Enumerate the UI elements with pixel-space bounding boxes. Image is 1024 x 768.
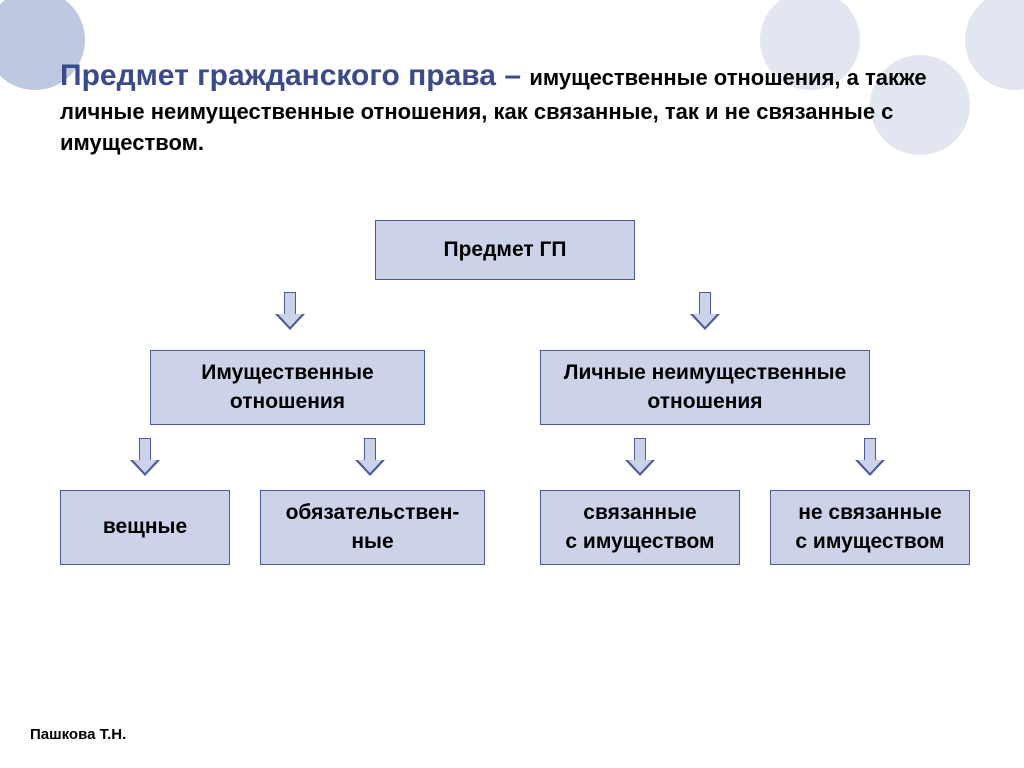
bg-circle-small-3 (965, 0, 1024, 90)
slide-footer: Пашкова Т.Н. (30, 726, 126, 743)
tree-node-unrel: не связанные с имуществом (770, 490, 970, 565)
tree-arrow (125, 438, 165, 478)
tree-node-prop: Имущественные отношения (150, 350, 425, 425)
tree-arrow (270, 292, 310, 332)
tree-node-real: вещные (60, 490, 230, 565)
tree-arrow (685, 292, 725, 332)
tree-arrow (620, 438, 660, 478)
tree-arrow (350, 438, 390, 478)
tree-node-pers: Личные неимущественные отношения (540, 350, 870, 425)
title-dash: – (496, 59, 529, 92)
slide-heading: Предмет гражданского права – имущественн… (60, 55, 960, 159)
tree-node-rel: связанные с имуществом (540, 490, 740, 565)
slide-title: Предмет гражданского права (60, 59, 496, 92)
tree-arrow (850, 438, 890, 478)
tree-node-oblig: обязательствен- ные (260, 490, 485, 565)
tree-node-root: Предмет ГП (375, 220, 635, 280)
